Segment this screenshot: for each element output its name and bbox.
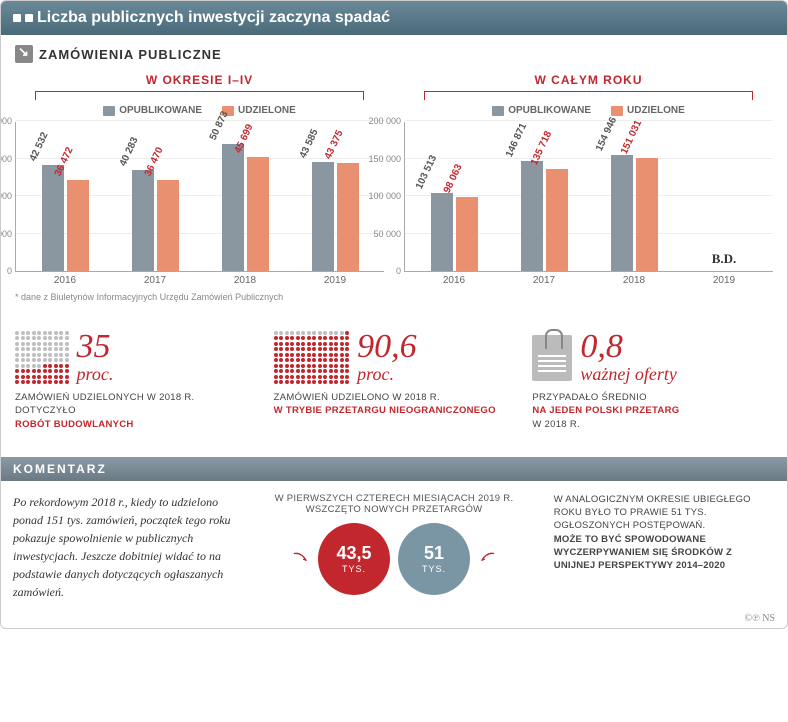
arrow-swoosh-icon <box>478 550 496 568</box>
document-clip-icon <box>532 335 572 381</box>
fact-3: 0,8ważnej oferty PRZYPADAŁO ŚREDNIONA JE… <box>532 330 773 431</box>
fact-2: 90,6proc. ZAMÓWIEŃ UDZIELONO W 2018 R.W … <box>274 330 515 431</box>
arrow-swoosh-icon <box>292 550 310 568</box>
infographic: Liczba publicznych inwestycji zaczyna sp… <box>0 0 788 629</box>
chart1-title: W OKRESIE I–IV <box>15 73 384 87</box>
page-title: Liczba publicznych inwestycji zaczyna sp… <box>37 9 390 27</box>
circle-stat-1: 43,5 TYS. <box>318 523 390 595</box>
fact-1: 35proc. ZAMÓWIEŃ UDZIELONYCH W 2018 R. D… <box>15 330 256 431</box>
chart-period: 015 00030 00045 00060 000201642 53236 47… <box>15 122 384 272</box>
dot-grid-icon <box>274 331 350 385</box>
charts-row: W OKRESIE I–IV OPUBLIKOWANE UDZIELONE 01… <box>15 69 773 272</box>
source-note: * dane z Biuletynów Informacyjnych Urzęd… <box>15 292 773 302</box>
facts-row: 35proc. ZAMÓWIEŃ UDZIELONYCH W 2018 R. D… <box>15 320 773 431</box>
footer-credit: ©℗ NS <box>1 613 787 628</box>
legend: OPUBLIKOWANE UDZIELONE <box>404 105 773 116</box>
komentarz-body: Po rekordowym 2018 r., kiedy to udzielon… <box>1 481 787 613</box>
title-bar: Liczba publicznych inwestycji zaczyna sp… <box>1 1 787 35</box>
chart2-title: W CAŁYM ROKU <box>404 73 773 87</box>
komentarz-header: KOMENTARZ <box>1 457 787 481</box>
chart-year: 050 000100 000150 000200 0002016103 5139… <box>404 122 773 272</box>
dot-grid-icon <box>15 331 69 385</box>
section-header: ZAMÓWIENIA PUBLICZNE <box>15 45 773 63</box>
arrow-down-icon <box>15 45 33 63</box>
komentarz-text: Po rekordowym 2018 r., kiedy to udzielon… <box>13 493 234 601</box>
circle-stat-2: 51 TYS. <box>398 523 470 595</box>
legend: OPUBLIKOWANE UDZIELONE <box>15 105 384 116</box>
